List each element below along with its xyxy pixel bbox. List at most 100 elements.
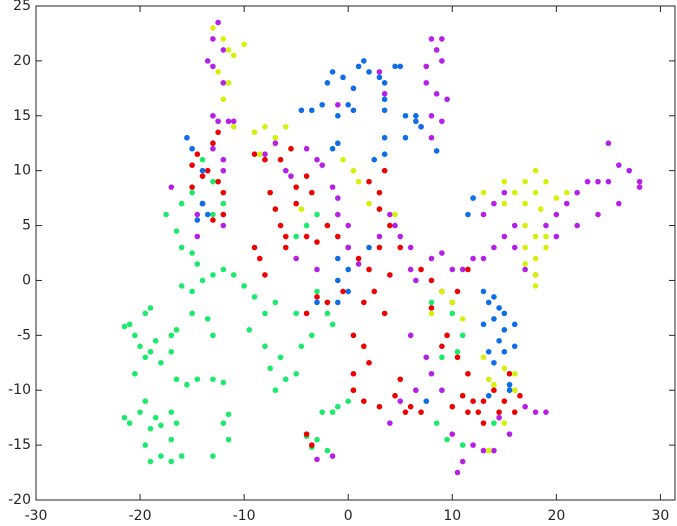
point [298, 206, 305, 212]
point [480, 288, 487, 295]
y-tick-label: 25 [13, 0, 31, 14]
point [329, 184, 336, 190]
point [350, 370, 357, 377]
point [350, 167, 357, 174]
point [199, 167, 206, 174]
point [532, 283, 539, 289]
point [371, 288, 378, 295]
point [189, 189, 195, 196]
x-tick-label: 30 [652, 508, 670, 524]
point [314, 299, 320, 306]
point [459, 458, 466, 465]
point [142, 398, 149, 405]
point [501, 365, 508, 372]
point [413, 112, 419, 119]
point [444, 436, 450, 443]
point [303, 233, 310, 240]
point [168, 184, 175, 190]
point [189, 310, 195, 317]
point [210, 272, 216, 278]
point [173, 376, 180, 383]
point [314, 436, 320, 443]
point [376, 69, 383, 75]
y-tick-label: -15 [8, 437, 31, 453]
point [173, 420, 180, 426]
y-tick-label: 0 [22, 272, 31, 288]
point [444, 96, 450, 103]
point [314, 456, 320, 463]
point [532, 233, 539, 240]
point [262, 343, 268, 350]
point [267, 189, 273, 196]
point [335, 255, 341, 262]
point [121, 414, 128, 421]
x-tick-label: -30 [25, 508, 48, 524]
point [189, 162, 195, 168]
point [439, 354, 445, 361]
point [173, 228, 180, 234]
point [314, 211, 320, 218]
point [319, 102, 325, 108]
point [381, 91, 388, 97]
point [381, 80, 388, 86]
point [329, 409, 336, 415]
point [147, 305, 154, 311]
point [475, 409, 482, 415]
point [293, 255, 299, 262]
point [298, 107, 305, 114]
point [204, 316, 211, 322]
point [189, 184, 195, 190]
point [210, 332, 216, 339]
point [303, 310, 310, 317]
point [381, 107, 388, 114]
point [142, 354, 149, 361]
point [241, 41, 247, 48]
point [220, 156, 227, 163]
point [413, 387, 419, 394]
point [241, 283, 247, 289]
y-tick-label: 5 [22, 218, 31, 234]
point [459, 442, 466, 448]
point [532, 272, 539, 278]
point [142, 310, 149, 317]
point [158, 453, 164, 459]
point [329, 321, 336, 328]
point [454, 469, 461, 476]
point [392, 222, 398, 229]
point [444, 332, 450, 339]
y-tick-label: 20 [13, 53, 31, 69]
point [329, 145, 336, 152]
point [178, 244, 185, 251]
point [189, 288, 195, 295]
point [387, 211, 393, 218]
point [267, 365, 273, 372]
point [491, 200, 497, 207]
point [210, 140, 216, 147]
point [449, 310, 456, 317]
point [220, 36, 227, 42]
point [563, 189, 570, 196]
point [194, 261, 201, 267]
point [454, 349, 461, 355]
point [454, 354, 461, 361]
point [158, 359, 164, 366]
point [459, 316, 466, 322]
point [256, 255, 263, 262]
point [194, 151, 201, 157]
point [418, 123, 424, 130]
point [496, 414, 502, 421]
point [178, 453, 185, 459]
point [433, 148, 440, 154]
point [506, 387, 513, 394]
point [511, 343, 518, 350]
point [449, 266, 456, 273]
point [324, 80, 331, 86]
point [215, 118, 221, 125]
point [256, 151, 263, 157]
point [428, 305, 435, 311]
point [428, 112, 435, 119]
point [319, 409, 325, 415]
point [522, 178, 528, 185]
point [361, 58, 367, 64]
point [413, 277, 419, 284]
